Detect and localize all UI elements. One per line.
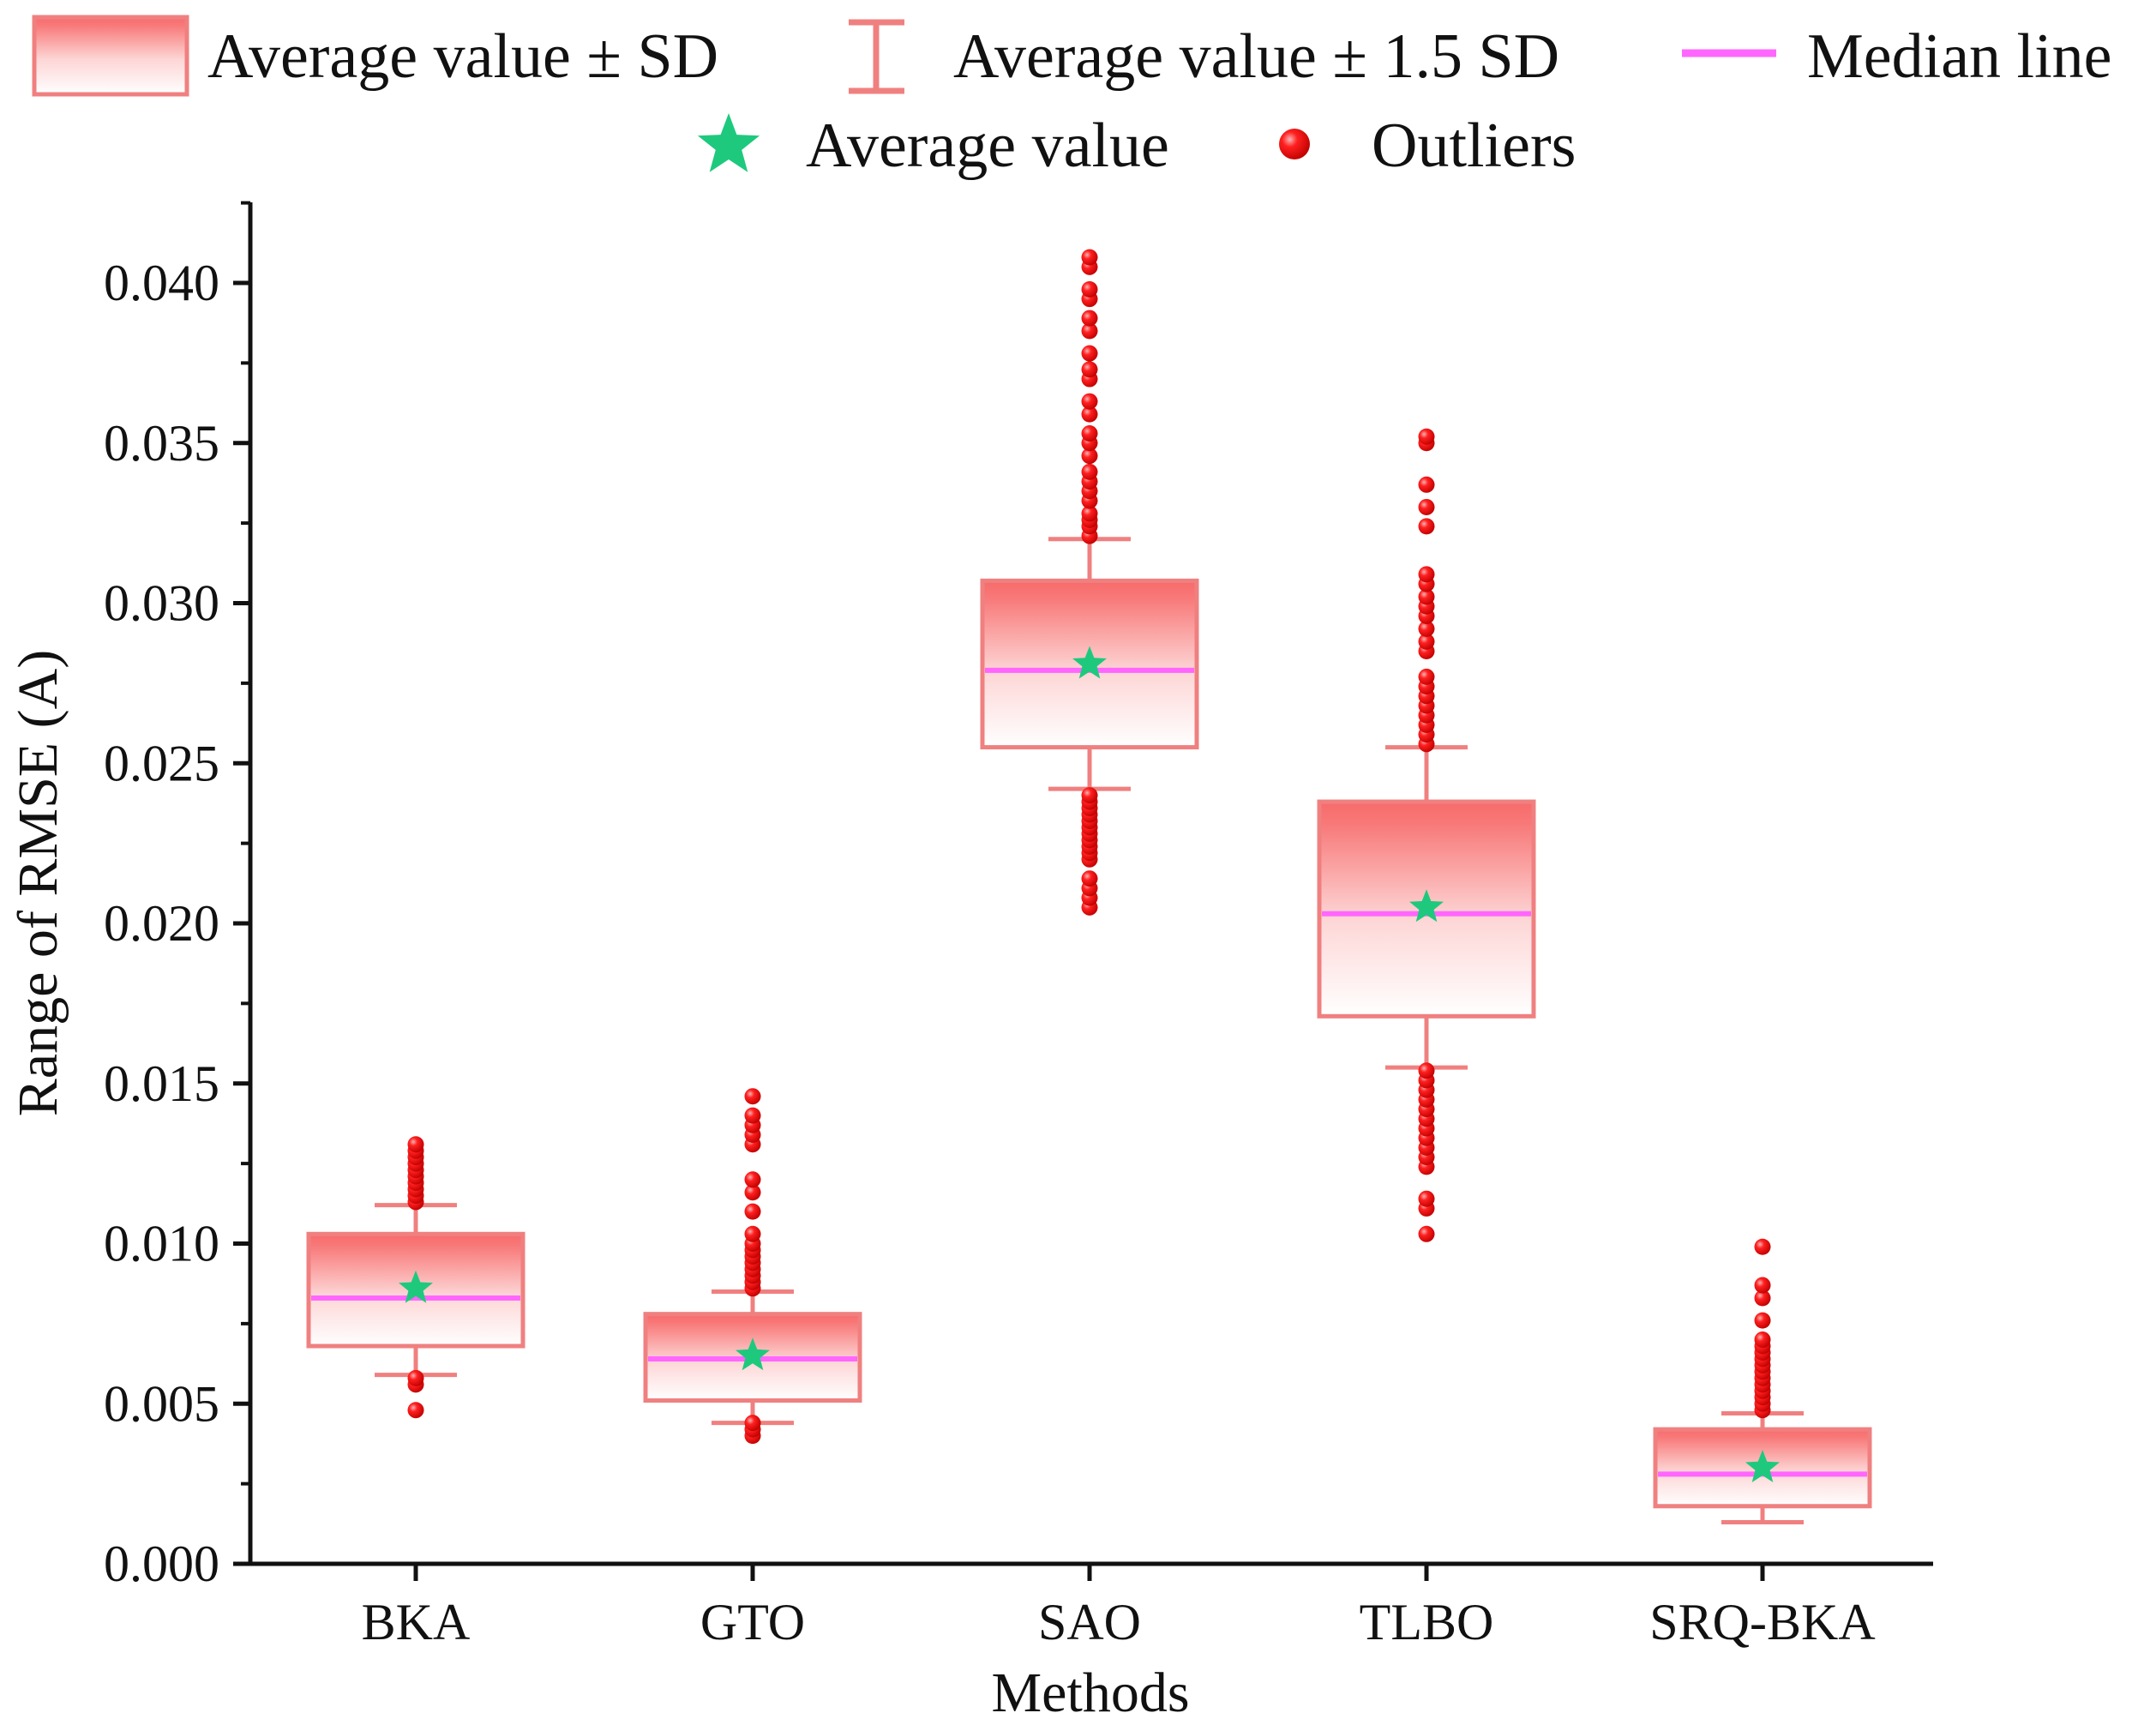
outlier-point <box>1081 425 1098 442</box>
outlier-point <box>744 1184 761 1201</box>
outlier-point <box>1081 280 1098 298</box>
legend-whisker-swatch <box>849 19 904 94</box>
outlier-point <box>1418 620 1435 637</box>
y-tick-label: 0.030 <box>104 575 219 632</box>
outlier-point <box>1754 1238 1771 1255</box>
outlier-point <box>1418 668 1435 685</box>
outlier-point <box>1081 463 1098 480</box>
y-tick-label: 0.015 <box>104 1055 219 1112</box>
y-tick-label: 0.020 <box>104 895 219 952</box>
x-axis-title: Methods <box>992 1662 1190 1724</box>
legend-mean-star <box>697 113 760 172</box>
y-tick-label: 0.010 <box>104 1216 219 1272</box>
y-tick-label: 0.035 <box>104 415 219 472</box>
x-tick-label: GTO <box>700 1594 805 1650</box>
outlier-point <box>1418 428 1435 445</box>
outlier-point <box>1754 1331 1771 1349</box>
outlier-point <box>744 1225 761 1242</box>
outlier-point <box>1418 633 1435 650</box>
outlier-point <box>407 1136 424 1153</box>
x-tick-label: SRQ-BKA <box>1649 1594 1875 1650</box>
outlier-point <box>1418 518 1435 535</box>
mean-star <box>1072 646 1107 679</box>
mean-star <box>399 1270 433 1303</box>
box-group-gto <box>643 1088 862 1445</box>
outlier-point <box>1418 588 1435 605</box>
outlier-point <box>1418 566 1435 583</box>
outlier-point <box>1081 322 1098 340</box>
mean-star <box>736 1337 770 1371</box>
legend-sd-box-label: Average value ± SD <box>207 21 718 92</box>
axes: 0.000 0.005 0.010 0.015 0.020 0.025 0.030 0.035… <box>104 201 1933 1650</box>
outlier-point <box>1081 870 1098 887</box>
box-group-srq-bka <box>1653 1238 1872 1524</box>
outlier-point <box>1081 361 1098 378</box>
outlier-point <box>1418 498 1435 515</box>
y-tick-label: 0.025 <box>104 735 219 791</box>
outlier-point <box>1081 448 1098 465</box>
sd-box <box>980 578 1199 750</box>
outlier-point <box>1081 249 1098 266</box>
legend-median-label: Median line <box>1807 21 2112 92</box>
outlier-point <box>1081 787 1098 804</box>
outlier-point <box>1418 1225 1435 1242</box>
mean-star <box>1745 1450 1780 1482</box>
outlier-point <box>1418 476 1435 493</box>
outlier-point <box>744 1415 761 1432</box>
y-tick-label: 0.000 <box>104 1536 219 1592</box>
box-group-tlbo <box>1317 428 1536 1242</box>
outlier-point <box>744 1107 761 1124</box>
legend-mean-label: Average value <box>806 111 1169 181</box>
outlier-point <box>744 1171 761 1188</box>
outlier-point <box>407 1402 424 1419</box>
outlier-point <box>744 1203 761 1220</box>
outlier-point <box>1754 1277 1771 1294</box>
outlier-point <box>1081 406 1098 423</box>
outlier-point <box>1418 1062 1435 1079</box>
outlier-point <box>1081 345 1098 362</box>
mean-star <box>1409 889 1444 923</box>
outlier-point <box>407 1369 424 1386</box>
outlier-point <box>1081 393 1098 410</box>
outlier-point <box>744 1088 761 1105</box>
y-tick-label: 0.040 <box>104 255 219 311</box>
box-group-bka <box>306 1136 525 1419</box>
legend: Average value ± SD Average value ± 1.5 S… <box>32 15 2112 181</box>
legend-outlier-label: Outliers <box>1372 111 1576 181</box>
outlier-point <box>1418 1190 1435 1207</box>
y-axis-title: Range of RMSE (A) <box>7 650 69 1116</box>
y-ticks: 0.000 0.005 0.010 0.015 0.020 0.025 0.030 0.035… <box>104 201 250 1592</box>
legend-sd-box-swatch <box>32 15 189 97</box>
outlier-point <box>1754 1289 1771 1307</box>
outlier-point <box>1754 1312 1771 1329</box>
x-tick-label: SAO <box>1038 1594 1141 1650</box>
y-tick-label: 0.005 <box>104 1375 219 1432</box>
outlier-point <box>1081 505 1098 522</box>
x-tick-label: TLBO <box>1360 1594 1494 1650</box>
x-ticks: BKA GTO SAO TLBO SRQ-BKA <box>362 1564 1876 1650</box>
plot-area <box>306 249 1872 1524</box>
x-tick-label: BKA <box>362 1594 471 1650</box>
legend-outlier-dot <box>1279 129 1310 159</box>
outlier-point <box>1081 310 1098 327</box>
box-group-sao <box>980 249 1199 916</box>
legend-whisker-label: Average value ± 1.5 SD <box>953 21 1559 92</box>
